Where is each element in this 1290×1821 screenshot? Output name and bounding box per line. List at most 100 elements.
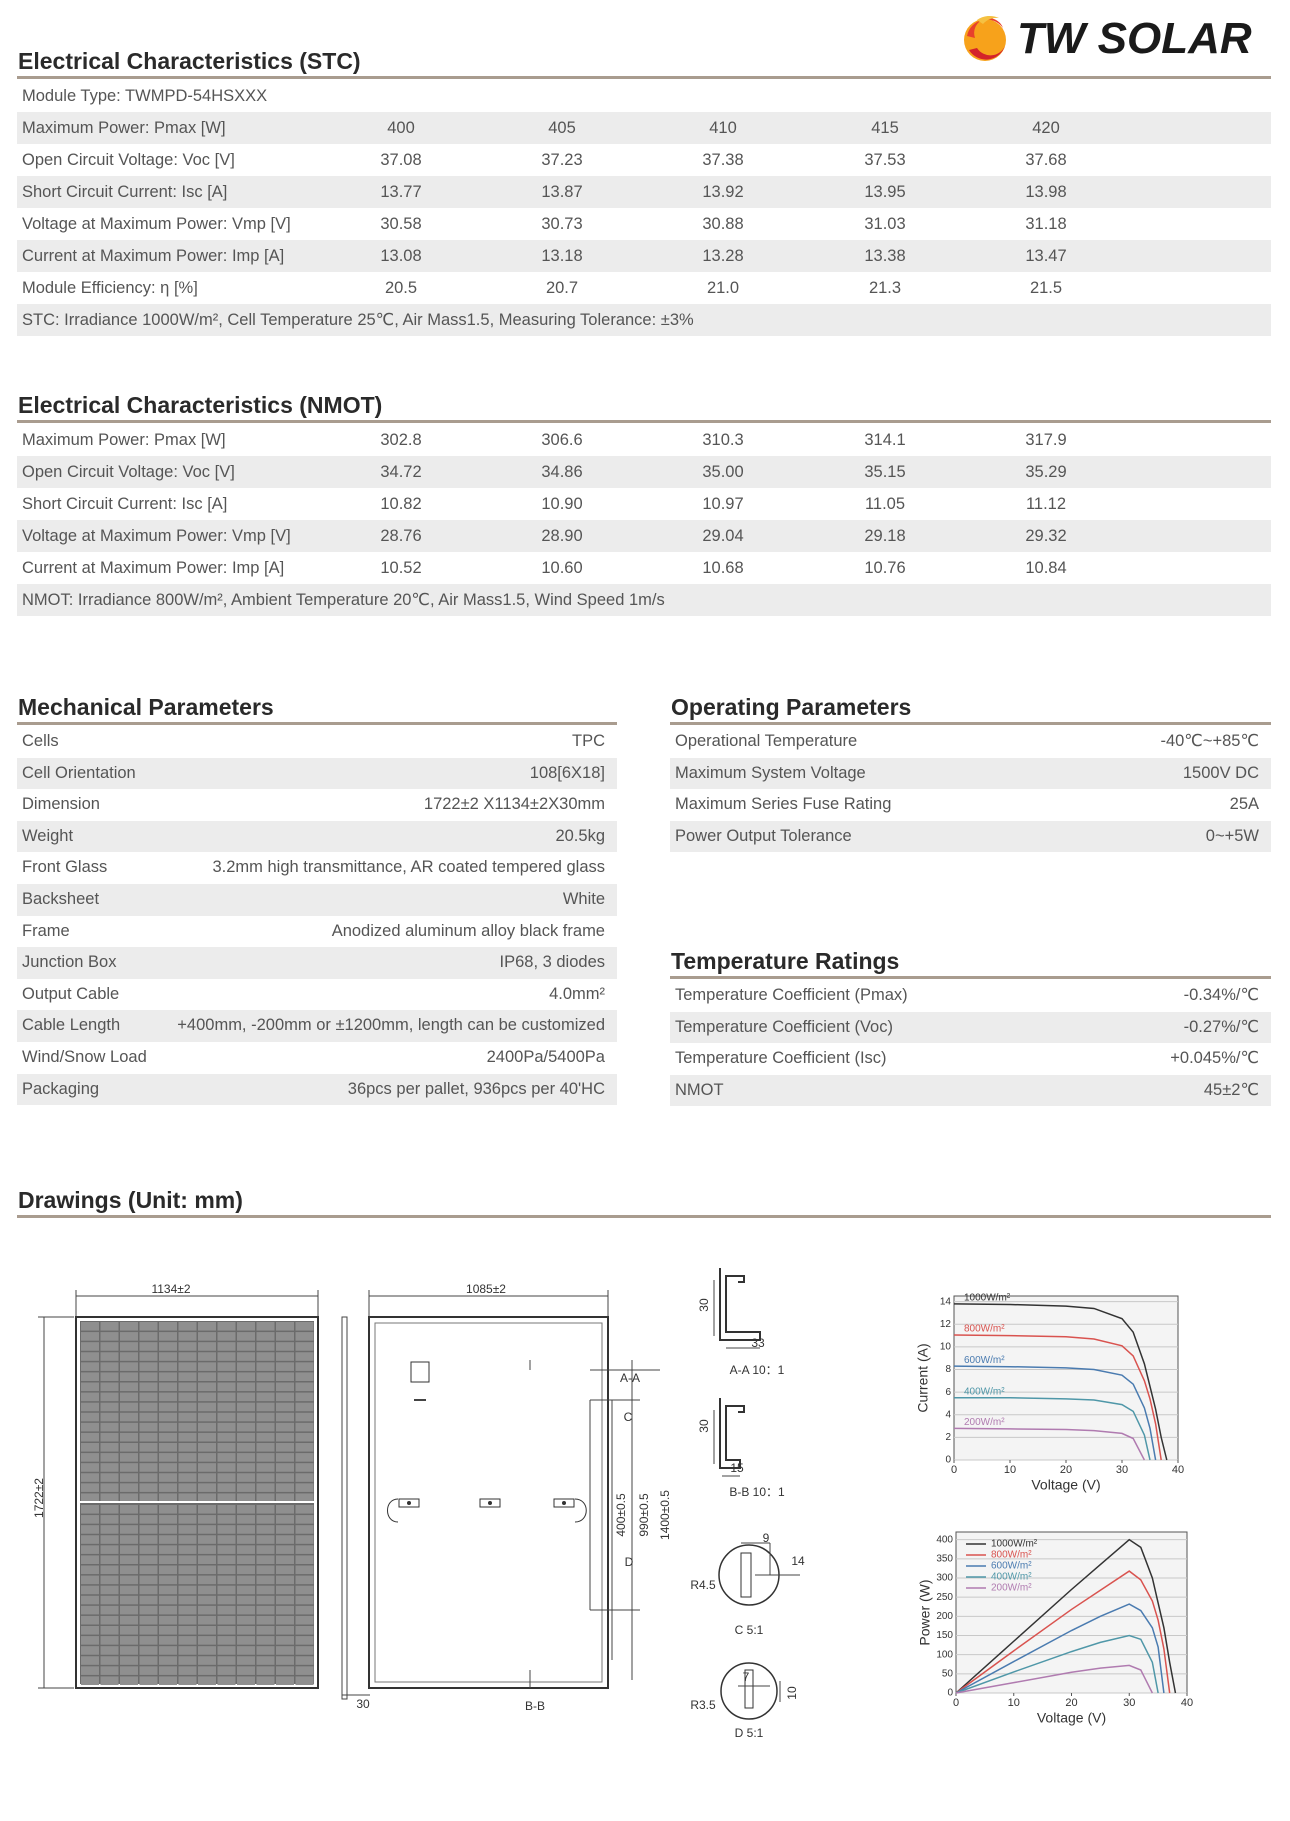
drawing-shape bbox=[217, 1666, 236, 1675]
drawing-shape bbox=[139, 1565, 158, 1575]
row-label: Temperature Coefficient (Isc) bbox=[675, 1049, 887, 1068]
row-value: 1722±2 X1134±2X30mm bbox=[423, 795, 605, 814]
drawing-shape bbox=[256, 1402, 275, 1412]
row-label: Current at Maximum Power: Imp [A] bbox=[22, 247, 285, 265]
drawing-shape bbox=[178, 1453, 197, 1462]
drawing-shape bbox=[100, 1525, 119, 1534]
drawing-shape bbox=[100, 1595, 119, 1605]
logo-icon bbox=[964, 15, 1006, 61]
drawing-shape bbox=[276, 1493, 294, 1502]
drawing-shape bbox=[120, 1595, 138, 1605]
table-row bbox=[17, 915, 617, 948]
drawing-shape bbox=[198, 1636, 216, 1645]
drawing-shape bbox=[120, 1605, 138, 1615]
table-row bbox=[17, 852, 617, 884]
table-row bbox=[17, 488, 1271, 520]
drawing-shape bbox=[198, 1493, 216, 1502]
drawing-shape bbox=[295, 1626, 314, 1635]
drawing-label: A-A 10：1 bbox=[730, 1363, 785, 1377]
x-tick-label: 40 bbox=[1181, 1697, 1193, 1709]
drawing-shape bbox=[276, 1615, 294, 1625]
drawing-shape bbox=[295, 1646, 314, 1655]
drawing-shape bbox=[256, 1515, 275, 1524]
drawing-shape bbox=[237, 1493, 255, 1502]
drawing-shape bbox=[178, 1565, 197, 1575]
section-title: Electrical Characteristics (NMOT) bbox=[18, 392, 383, 418]
drawing-shape bbox=[139, 1636, 158, 1645]
drawing-shape bbox=[120, 1656, 138, 1665]
row-value: 10.60 bbox=[541, 559, 583, 577]
drawing-shape bbox=[256, 1342, 275, 1351]
drawing-shape bbox=[120, 1362, 138, 1371]
drawing-shape bbox=[256, 1605, 275, 1615]
table-row bbox=[17, 820, 617, 853]
drawing-shape bbox=[276, 1382, 294, 1392]
drawing-shape bbox=[120, 1443, 138, 1452]
legend-label: 200W/m² bbox=[964, 1417, 1005, 1428]
legend-label: 600W/m² bbox=[964, 1355, 1005, 1366]
title-rule bbox=[17, 722, 617, 725]
row-value: 21.0 bbox=[706, 279, 740, 297]
drawing-label: 400±0.5 bbox=[614, 1493, 628, 1537]
drawing-shape bbox=[100, 1362, 119, 1371]
table-row bbox=[17, 584, 1271, 616]
drawing-shape bbox=[81, 1605, 99, 1615]
table-row bbox=[17, 757, 617, 790]
row-label: Open Circuit Voltage: Voc [V] bbox=[22, 463, 235, 481]
curve bbox=[953, 1303, 1168, 1461]
row-value: 10.97 bbox=[702, 495, 744, 513]
row-value: 415 bbox=[871, 119, 899, 137]
drawing-shape bbox=[217, 1656, 236, 1665]
drawing-shape bbox=[198, 1382, 216, 1392]
drawing-shape bbox=[217, 1402, 236, 1412]
drawing-shape bbox=[276, 1555, 294, 1564]
drawing-shape bbox=[139, 1515, 158, 1524]
drawing-shape bbox=[159, 1372, 177, 1381]
drawing-shape bbox=[276, 1463, 294, 1472]
drawing-shape bbox=[139, 1575, 158, 1585]
row-value: 35.29 bbox=[1025, 463, 1067, 481]
row-value: 28.76 bbox=[380, 527, 422, 545]
row-value: 29.32 bbox=[1025, 527, 1067, 545]
drawing-shape bbox=[217, 1636, 236, 1645]
drawing-shape bbox=[198, 1322, 216, 1331]
drawing-shape bbox=[256, 1545, 275, 1554]
drawing-shape bbox=[295, 1493, 314, 1502]
drawing-shape bbox=[256, 1453, 275, 1462]
drawing-shape bbox=[276, 1666, 294, 1675]
drawing-label: 1085±2 bbox=[466, 1282, 506, 1296]
table-row bbox=[17, 424, 1271, 456]
x-tick-label: 10 bbox=[1004, 1464, 1016, 1476]
table-row bbox=[17, 789, 617, 821]
drawing-shape bbox=[100, 1392, 119, 1402]
table-row bbox=[17, 947, 617, 979]
drawing-shape bbox=[100, 1493, 119, 1502]
row-value: +400mm, -200mm or ±1200mm, length can be… bbox=[177, 1016, 605, 1035]
drawing-shape bbox=[295, 1676, 314, 1685]
y-tick-label: 10 bbox=[940, 1342, 952, 1353]
drawing-shape bbox=[256, 1676, 275, 1685]
drawing-shape bbox=[295, 1392, 314, 1402]
row-value: 34.72 bbox=[380, 463, 422, 481]
table-row bbox=[17, 552, 1271, 584]
row-label: Cells bbox=[22, 732, 59, 750]
drawing-shape bbox=[198, 1595, 216, 1605]
drawing-shape bbox=[120, 1525, 138, 1534]
drawing-shape bbox=[120, 1352, 138, 1361]
row-value: 13.28 bbox=[702, 247, 744, 265]
row-value: 420 bbox=[1032, 119, 1060, 137]
drawing-shape bbox=[139, 1483, 158, 1492]
row-value: 13.18 bbox=[541, 247, 583, 265]
drawing-shape bbox=[139, 1555, 158, 1564]
row-label: Cell Orientation bbox=[22, 763, 136, 782]
drawing-shape bbox=[295, 1525, 314, 1534]
drawing-shape bbox=[159, 1626, 177, 1635]
row-value: 10.52 bbox=[380, 559, 422, 577]
drawing-shape bbox=[159, 1422, 177, 1432]
drawing-shape bbox=[217, 1332, 236, 1341]
drawing-shape bbox=[159, 1676, 177, 1685]
drawing-shape bbox=[237, 1505, 255, 1514]
drawing-shape bbox=[159, 1605, 177, 1615]
row-value: 108[6X18] bbox=[529, 763, 605, 782]
drawing-shape bbox=[159, 1515, 177, 1524]
